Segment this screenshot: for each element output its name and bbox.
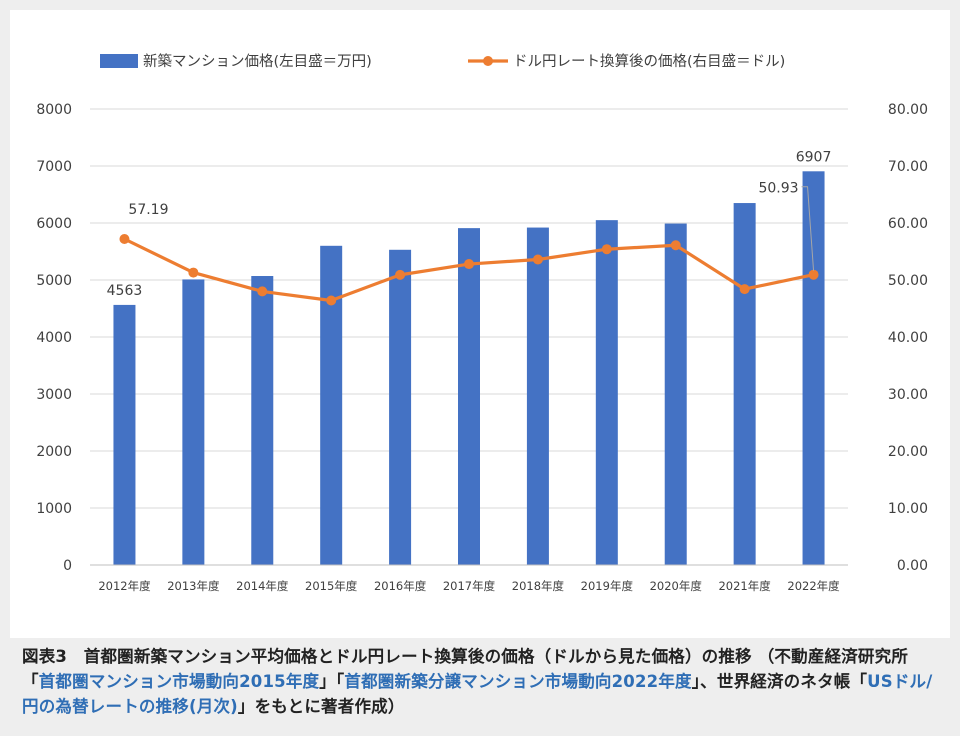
line-point (257, 286, 268, 297)
x-axis-tick-label: 2020年度 (650, 579, 703, 593)
bar (802, 171, 825, 565)
legend-bar-swatch (100, 54, 138, 68)
line-point (188, 267, 199, 278)
caption-link-2[interactable]: 首都圏新築分譲マンション市場動向2022年度 (344, 672, 692, 691)
right-axis-tick-label: 70.00 (888, 159, 928, 175)
right-axis-tick-label: 10.00 (888, 501, 928, 517)
x-axis-tick-label: 2016年度 (374, 579, 427, 593)
bar-data-label: 6907 (796, 149, 832, 165)
left-axis-tick-label: 5000 (36, 273, 72, 289)
right-axis-tick-label: 30.00 (888, 387, 928, 403)
right-axis-tick-label: 20.00 (888, 444, 928, 460)
label-leader-line (801, 186, 815, 271)
caption-link-3[interactable]: USドル/円の為替レートの推移(月次) (22, 672, 933, 716)
right-axis-tick-label: 40.00 (888, 330, 928, 346)
x-axis-tick-label: 2021年度 (718, 579, 771, 593)
figure-caption: 図表3 首都圏新築マンション平均価格とドル円レート換算後の価格（ドルから見た価格… (22, 644, 938, 719)
bar (458, 228, 480, 565)
left-axis-tick-label: 4000 (36, 330, 72, 346)
caption-link-1[interactable]: 首都圏マンション市場動向2015年度 (38, 672, 320, 691)
bar (526, 227, 549, 565)
left-axis-tick-label: 8000 (36, 102, 72, 118)
x-axis-tick-label: 2012年度 (98, 579, 151, 593)
line-data-label: 57.19 (128, 202, 168, 218)
left-axis-tick-label: 6000 (36, 216, 72, 232)
left-axis-tick-label: 1000 (36, 501, 72, 517)
legend-line-label: ドル円レート換算後の価格(右目盛＝ドル) (513, 53, 785, 70)
right-axis-tick-label: 50.00 (888, 273, 928, 289)
x-axis-tick-label: 2015年度 (305, 579, 358, 593)
line-point (395, 269, 406, 280)
line-point (464, 259, 474, 270)
right-axis-tick-label: 80.00 (888, 102, 928, 118)
combo-chart: 0 1000 2000 3000 4000 5000 6000 7000 8000 0.00 10.… (36, 52, 928, 593)
legend-bar-label: 新築マンション価格(左目盛＝万円) (143, 52, 372, 70)
bar (182, 279, 205, 565)
bar (389, 249, 412, 566)
left-axis-tick-label: 2000 (36, 444, 72, 460)
line-point (532, 254, 543, 265)
left-axis-tick-label: 3000 (36, 387, 72, 403)
line-point (601, 244, 612, 255)
line-point (739, 284, 750, 295)
line-point (670, 240, 681, 251)
chart-panel: 0 1000 2000 3000 4000 5000 6000 7000 8000 0.00 10.… (10, 10, 950, 638)
bar (320, 245, 343, 566)
x-axis-tick-label: 2022年度 (787, 579, 840, 593)
line-data-label: 50.93 (758, 181, 798, 197)
x-axis-tick-label: 2018年度 (512, 579, 565, 593)
line-point (808, 269, 819, 280)
caption-text-2: 」「 (319, 672, 345, 691)
legend-line-marker (483, 56, 493, 66)
line-point (326, 295, 337, 306)
x-axis-tick-label: 2013年度 (167, 579, 220, 593)
bar (664, 223, 687, 565)
bar (251, 276, 274, 565)
right-axis-tick-label: 0.00 (897, 558, 928, 574)
x-axis-tick-label: 2017年度 (443, 579, 496, 593)
left-axis-tick-label: 0 (63, 558, 72, 574)
x-axis-tick-label: 2014年度 (236, 579, 289, 593)
caption-text-4: 」をもとに著者作成） (237, 697, 405, 716)
right-axis-tick-label: 60.00 (888, 216, 928, 232)
bar (595, 220, 618, 565)
caption-text-1: 図表3 首都圏新築マンション平均価格とドル円レート換算後の価格（ドルから見た価格… (22, 647, 909, 691)
bar (733, 203, 756, 566)
caption-text-3: 」、世界経済のネタ帳「 (691, 672, 868, 691)
bar (113, 304, 136, 565)
bar-data-label: 4563 (107, 283, 143, 299)
x-axis-tick-label: 2019年度 (581, 579, 634, 593)
line-point (119, 234, 130, 245)
left-axis-tick-label: 7000 (36, 159, 72, 175)
